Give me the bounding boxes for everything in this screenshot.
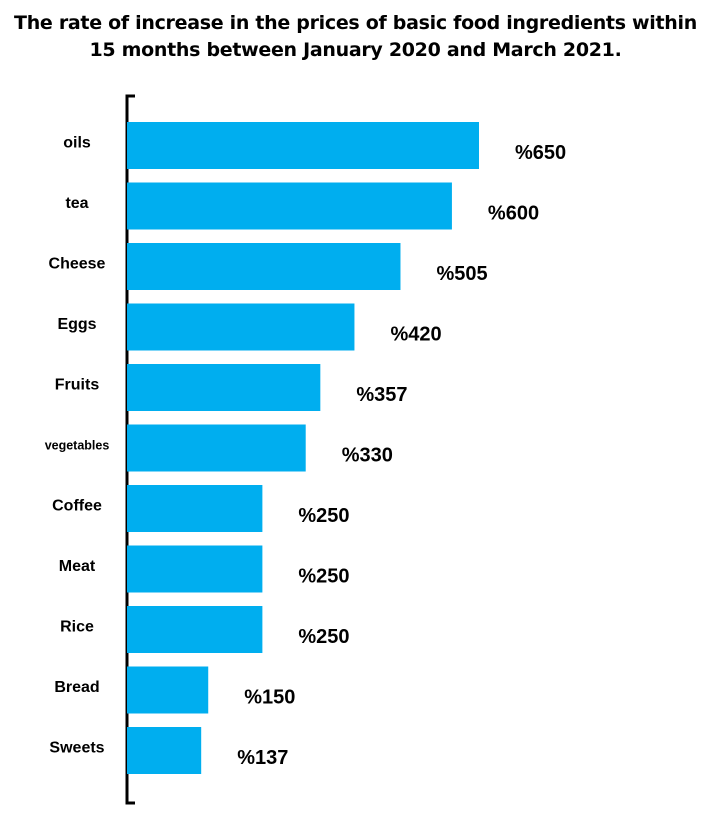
value-labels-group: %650 %600 %505 %420 %357 %330 %250 %250 %250 %150…	[237, 142, 566, 769]
category-label-vegetables: vegetables	[45, 438, 110, 452]
category-label-bread: Bread	[54, 679, 99, 696]
category-label-eggs: Eggs	[57, 316, 96, 333]
value-label-meat: %250	[298, 565, 349, 587]
value-label-fruits: %357	[356, 384, 407, 406]
bar-eggs	[127, 303, 355, 351]
value-label-rice: %250	[298, 626, 349, 648]
bar-rice	[127, 606, 263, 653]
bar-tea	[127, 182, 452, 230]
category-label-cheese: Cheese	[49, 256, 106, 273]
value-label-bread: %150	[244, 686, 295, 708]
bar-fruits	[127, 364, 321, 411]
bar-meat	[127, 545, 263, 593]
category-labels-group: oils tea Cheese Eggs Fruits vegetables Coffee M…	[45, 135, 110, 757]
category-label-rice: Rice	[60, 619, 94, 636]
category-label-fruits: Fruits	[55, 377, 100, 394]
value-label-eggs: %420	[390, 323, 441, 345]
value-label-vegetables: %330	[342, 444, 393, 466]
bar-sweets	[127, 727, 202, 774]
bars-group	[127, 122, 479, 774]
bar-cheese	[127, 243, 401, 290]
value-label-sweets: %137	[237, 747, 288, 769]
category-label-sweets: Sweets	[49, 740, 104, 757]
chart-title: The rate of increase in the prices of ba…	[14, 12, 697, 61]
value-label-coffee: %250	[298, 505, 349, 527]
category-label-oils: oils	[63, 135, 91, 152]
category-label-meat: Meat	[59, 558, 96, 575]
category-label-tea: tea	[65, 195, 88, 212]
bar-bread	[127, 666, 209, 714]
bar-vegetables	[127, 424, 306, 472]
value-label-tea: %600	[488, 202, 539, 224]
value-label-oils: %650	[515, 142, 566, 164]
value-label-cheese: %505	[436, 263, 487, 285]
bar-coffee	[127, 485, 263, 532]
bar-oils	[127, 122, 479, 169]
category-label-coffee: Coffee	[52, 498, 102, 515]
